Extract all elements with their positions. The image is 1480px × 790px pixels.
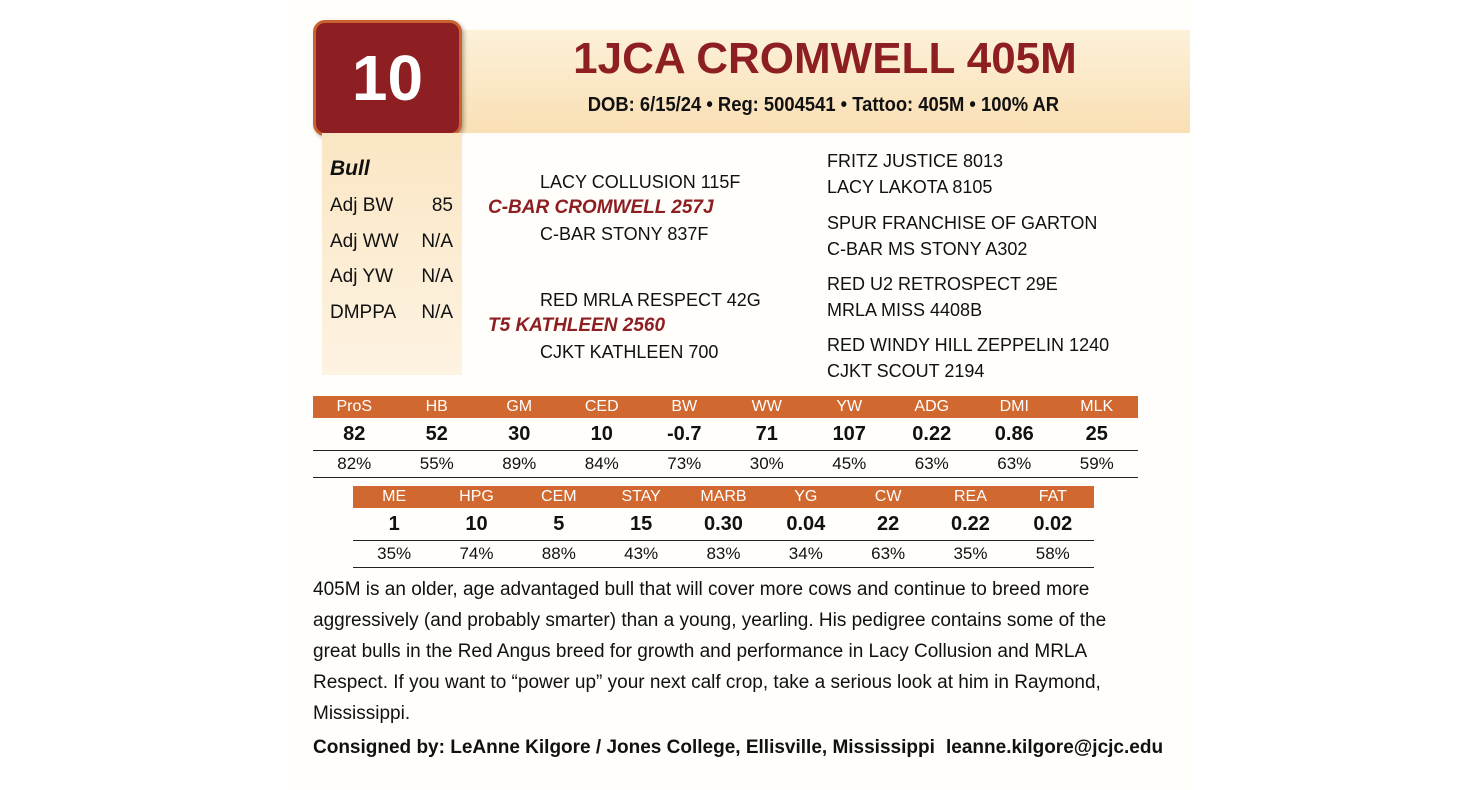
percentile-cell: 83% — [706, 544, 741, 563]
epd-table: ProS HB GM CED BW WW YW ADG DMI MLK 82 52 30 10 -0.7 71… — [313, 396, 1138, 478]
value-cell: 15 — [630, 512, 653, 535]
consigner: Consigned by: LeAnne Kilgore / Jones Col… — [313, 737, 935, 758]
percentile-cell: 73% — [667, 454, 702, 473]
stat-label: Adj BW — [330, 195, 394, 216]
percentile-cell: 74% — [459, 544, 494, 563]
percentile-cell: 63% — [914, 454, 949, 473]
header-cell: CED — [584, 398, 619, 415]
header-cell: MLK — [1080, 398, 1114, 415]
stat-title: Bull — [330, 157, 370, 180]
percentile-cell: 55% — [419, 454, 454, 473]
grandparent: RED WINDY HILL ZEPPELIN 1240 — [827, 335, 1110, 355]
stat-value: N/A — [421, 301, 453, 323]
value-cell: 30 — [508, 422, 531, 445]
percentile-cell: 34% — [788, 544, 823, 563]
value-cell: 52 — [425, 422, 448, 445]
grandparent: RED U2 RETROSPECT 29E — [827, 274, 1058, 294]
header-cell: MARB — [700, 488, 747, 505]
value-cell: 71 — [755, 422, 778, 445]
header-cell: HPG — [459, 488, 494, 505]
grandparent: LACY LAKOTA 8105 — [827, 177, 993, 197]
value-cell: 107 — [832, 422, 866, 445]
header-cell: YW — [836, 398, 863, 415]
description: 405M is an older, age advantaged bull th… — [313, 579, 1107, 724]
value-row: 1 10 5 15 0.30 0.04 22 0.22 0.02 — [353, 508, 1094, 541]
header-row: ME HPG CEM STAY MARB YG CW REA FAT — [353, 486, 1094, 508]
header-cell: CW — [874, 488, 902, 505]
value-cell: 10 — [465, 512, 488, 535]
header-cell: WW — [751, 398, 782, 415]
percentile-cell: 88% — [541, 544, 576, 563]
stat-label: Adj YW — [330, 266, 394, 287]
value-cell: 0.04 — [786, 512, 826, 535]
value-cell: 82 — [343, 422, 366, 445]
percentile-cell: 84% — [584, 454, 619, 473]
percentile-cell: 43% — [624, 544, 659, 563]
percentile-cell: 82% — [337, 454, 372, 473]
percentile-row: 35% 74% 88% 43% 83% 34% 63% 35% 58% — [353, 541, 1094, 568]
dam: T5 KATHLEEN 2560 — [488, 315, 666, 336]
value-cell: 0.22 — [912, 422, 952, 445]
sire: C-BAR CROMWELL 257J — [488, 197, 714, 218]
percentile-cell: 30% — [749, 454, 784, 473]
header-cell: ProS — [336, 398, 373, 415]
header-cell: ADG — [914, 398, 950, 415]
header-cell: BW — [671, 398, 698, 415]
dam-dam: CJKT KATHLEEN 700 — [540, 342, 719, 362]
value-cell: 10 — [590, 422, 613, 445]
value-cell: 0.02 — [1033, 512, 1073, 535]
percentile-cell: 63% — [871, 544, 906, 563]
value-cell: 0.30 — [704, 512, 743, 535]
stat-box — [322, 133, 462, 375]
sire-dam: C-BAR STONY 837F — [540, 224, 709, 244]
percentile-row: 82% 55% 89% 84% 73% 30% 45% 63% 63% 59% — [313, 451, 1138, 478]
value-cell: 25 — [1085, 422, 1108, 445]
header-cell: CEM — [541, 488, 577, 505]
header-band — [455, 30, 1190, 133]
stat-value: N/A — [421, 230, 453, 252]
animal-name: 1JCA CROMWELL 405M — [573, 34, 1077, 83]
value-cell: 0.86 — [994, 422, 1034, 445]
info-line: DOB: 6/15/24 • Reg: 5004541 • Tattoo: 40… — [587, 94, 1060, 116]
stat-value: N/A — [421, 266, 453, 287]
header-cell: GM — [506, 398, 533, 415]
value-cell: 5 — [553, 512, 565, 535]
value-cell: 0.22 — [950, 512, 990, 535]
grandparent: SPUR FRANCHISE OF GARTON — [827, 213, 1098, 233]
value-cell: -0.7 — [667, 422, 702, 445]
percentile-cell: 45% — [832, 454, 867, 473]
header-cell: ME — [382, 488, 407, 505]
value-row: 82 52 30 10 -0.7 71 107 0.22 0.86 25 — [313, 418, 1138, 451]
percentile-cell: 63% — [997, 454, 1032, 473]
percentile-cell: 58% — [1035, 544, 1070, 563]
value-cell: 22 — [877, 512, 900, 535]
header-cell: FAT — [1038, 488, 1067, 505]
grandparent: MRLA MISS 4408B — [827, 300, 983, 320]
percentile-cell: 35% — [953, 544, 988, 563]
percentile-cell: 59% — [1079, 454, 1114, 473]
lot-number: 10 — [313, 20, 462, 136]
header-cell: YG — [794, 488, 818, 505]
grandparent: FRITZ JUSTICE 8013 — [827, 151, 1004, 171]
sire-sire: LACY COLLUSION 115F — [540, 172, 741, 192]
epd-table: ME HPG CEM STAY MARB YG CW REA FAT 1 10 5 15 0.30 0.04… — [353, 486, 1094, 568]
header-cell: REA — [954, 488, 987, 505]
percentile-cell: 89% — [502, 454, 537, 473]
dam-sire: RED MRLA RESPECT 42G — [540, 290, 761, 310]
header-cell: DMI — [999, 398, 1029, 415]
grandparent: CJKT SCOUT 2194 — [827, 361, 985, 381]
stat-value: 85 — [431, 195, 453, 216]
stat-label: DMPPA — [330, 301, 397, 323]
percentile-cell: 35% — [377, 544, 412, 563]
stat-label: Adj WW — [330, 230, 399, 252]
header-cell: HB — [425, 398, 448, 415]
grandparent: C-BAR MS STONY A302 — [827, 239, 1028, 259]
header-cell: STAY — [621, 488, 661, 505]
header-row: ProS HB GM CED BW WW YW ADG DMI MLK — [313, 396, 1138, 418]
email: leanne.kilgore@jcjc.edu — [946, 737, 1164, 758]
value-cell: 1 — [388, 512, 400, 535]
